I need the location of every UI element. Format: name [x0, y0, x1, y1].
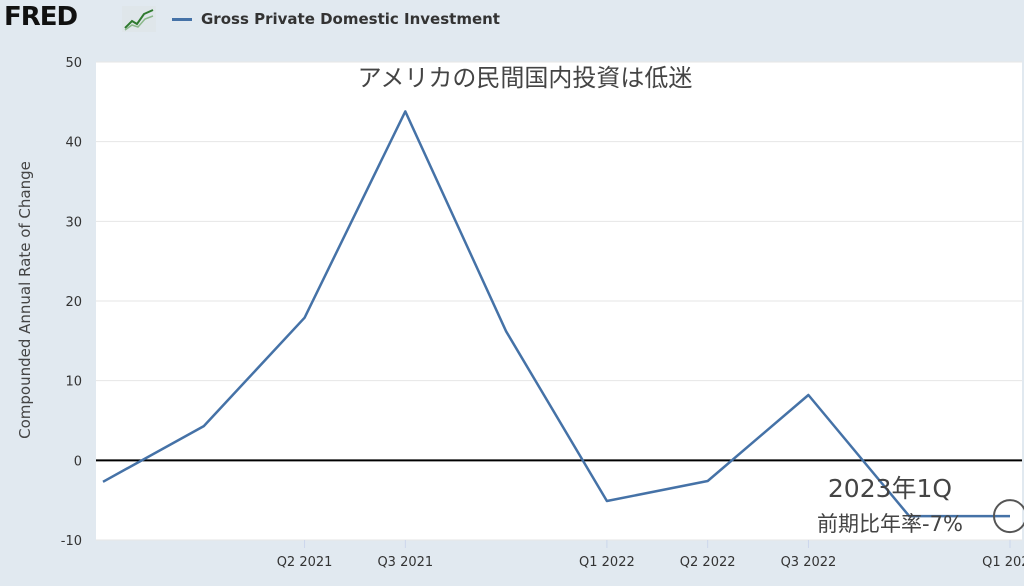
annotation-quarter: 2023年1Q — [828, 474, 952, 503]
y-tick-label: 0 — [74, 454, 82, 469]
x-tick-label: Q3 2022 — [781, 555, 837, 570]
line-chart-icon — [122, 6, 156, 32]
legend: Gross Private Domestic Investment — [172, 8, 500, 30]
series-line — [102, 110, 1010, 518]
y-tick-label: 50 — [65, 56, 82, 71]
fred-logo[interactable]: FRED — [4, 2, 78, 32]
legend-label: Gross Private Domestic Investment — [201, 10, 500, 28]
y-tick-label: -10 — [61, 534, 82, 549]
y-tick-label: 20 — [65, 295, 82, 310]
y-tick-label: 30 — [65, 215, 82, 230]
y-axis-ticks: -10 0 10 20 30 40 50 — [61, 56, 82, 549]
x-axis-ticks: Q2 2021 Q3 2021 Q1 2022 Q2 2022 Q3 2022 Q1 20… — [277, 540, 1024, 570]
x-tick-label: Q1 2022 — [579, 555, 635, 570]
highlight-circle — [993, 499, 1024, 534]
y-axis-label: Compounded Annual Rate of Change — [16, 161, 34, 439]
chart-title: アメリカの民間国内投資は低迷 — [358, 64, 693, 92]
data-points — [102, 111, 1011, 517]
annotation-rate: 前期比年率-7% — [817, 512, 963, 536]
y-tick-label: 10 — [65, 375, 82, 390]
header: FRED Gross Private Domestic Investment — [0, 0, 1024, 40]
legend-swatch — [172, 17, 192, 21]
x-tick-label: Q1 2023 — [982, 555, 1024, 570]
y-tick-label: 40 — [65, 136, 82, 151]
x-tick-label: Q2 2021 — [277, 555, 333, 570]
x-tick-label: Q3 2021 — [377, 555, 433, 570]
x-tick-label: Q2 2022 — [680, 555, 736, 570]
